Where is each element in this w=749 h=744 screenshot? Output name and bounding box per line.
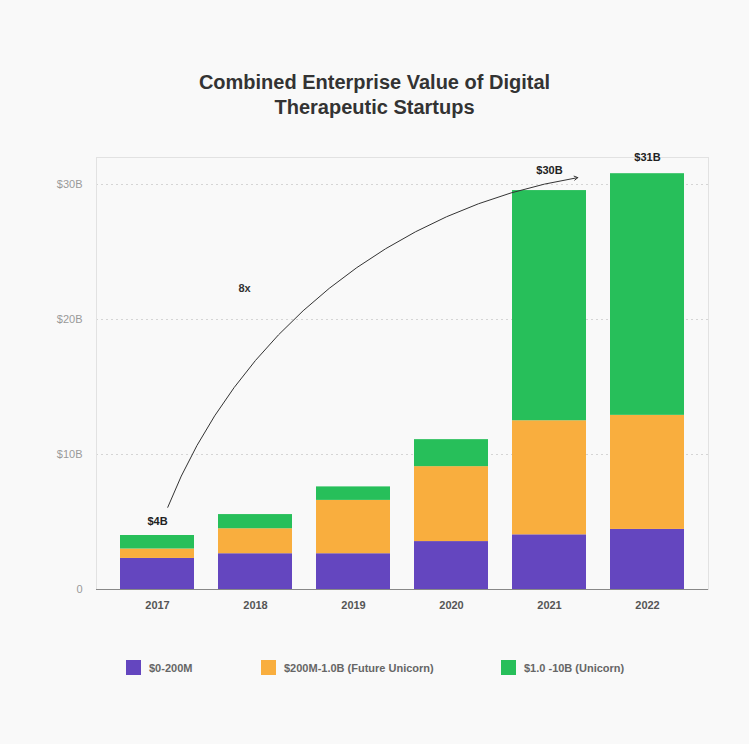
html-text:Combined Enterprise Value of D: Combined Enterprise Value of Digital The… (198, 71, 551, 118)
html-text:$0-200M: $0-200M (149, 661, 193, 674)
svg-text:2018: 2018 (243, 599, 267, 611)
svg-text:2019: 2019 (341, 599, 365, 611)
html-text:$1.0 -10B (Unicorn): $1.0 -10B (Unicorn) (524, 661, 625, 674)
svg-text:8x: 8x (239, 282, 252, 294)
svg-text:$20B: $20B (57, 313, 83, 325)
svg-text:2021: 2021 (537, 599, 561, 611)
svg-text:$30B: $30B (57, 178, 83, 190)
svg-text:2017: 2017 (145, 599, 169, 611)
html-text:$200M-1.0B (Future Unicorn): $200M-1.0B (Future Unicorn) (284, 661, 434, 674)
svg-text:$10B: $10B (57, 448, 83, 460)
svg-text:0: 0 (76, 583, 82, 595)
svg-text:2020: 2020 (439, 599, 463, 611)
svg-text:$31B: $31B (634, 151, 660, 163)
svg-text:2022: 2022 (635, 599, 659, 611)
svg-text:$4B: $4B (147, 515, 167, 527)
svg-text:$30B: $30B (536, 164, 562, 176)
